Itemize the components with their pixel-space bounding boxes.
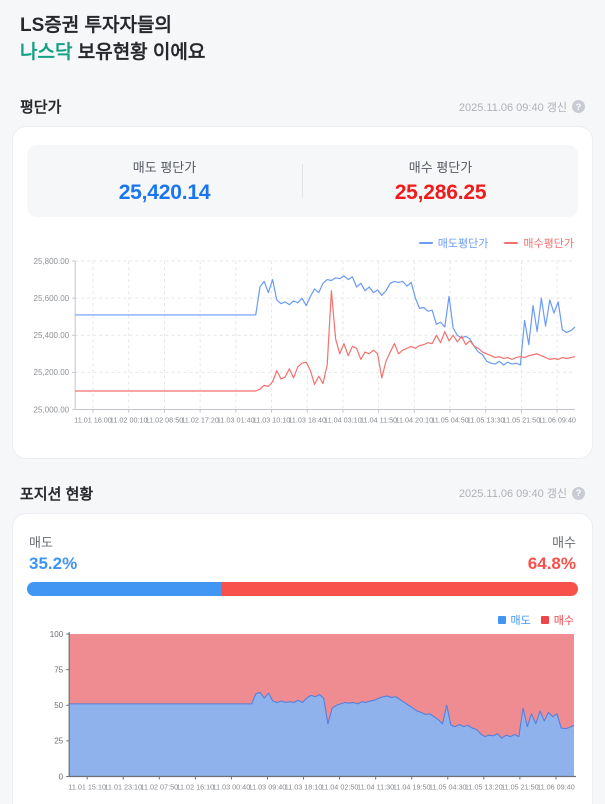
- position-updated-text: 2025.11.06 09:40 갱신: [458, 488, 567, 501]
- help-icon[interactable]: ?: [572, 486, 585, 500]
- svg-text:11.03 01:40: 11.03 01:40: [217, 416, 255, 425]
- buy-pct-block: 매수 64.8%: [528, 532, 576, 574]
- svg-text:11.02 16:10: 11.02 16:10: [177, 782, 215, 791]
- svg-text:50: 50: [54, 701, 63, 710]
- position-chart-legend: 매도 매수: [27, 612, 578, 628]
- title-nasdaq-highlight: 나스닥: [20, 42, 73, 63]
- svg-text:25,000.00: 25,000.00: [33, 405, 69, 414]
- svg-text:25,200.00: 25,200.00: [33, 368, 69, 377]
- position-bar-buy: [220, 581, 578, 596]
- svg-text:11.04 20:10: 11.04 20:10: [396, 416, 434, 425]
- svg-text:11.03 18:10: 11.03 18:10: [285, 782, 323, 791]
- legend-item: 매수: [540, 612, 574, 628]
- legend-swatch-icon: [418, 242, 433, 244]
- sell-avg-value: 25,420.14: [118, 181, 211, 204]
- avg-section-title: 평단가: [20, 99, 62, 116]
- legend-label: 매도평단가: [437, 238, 489, 250]
- title-line2: 나스닥 보유현황 이에요: [20, 39, 585, 66]
- page-title: LS증권 투자자들의 나스닥 보유현황 이에요: [12, 10, 593, 66]
- svg-text:11.05 21:50: 11.05 21:50: [503, 416, 541, 425]
- svg-text:11.03 09:40: 11.03 09:40: [249, 782, 287, 791]
- svg-text:11.01 23:10: 11.01 23:10: [104, 782, 142, 791]
- svg-text:11.06 09:40: 11.06 09:40: [537, 782, 575, 791]
- svg-text:11.02 08:50: 11.02 08:50: [146, 416, 184, 425]
- avg-updated-text: 2025.11.06 09:40 갱신: [458, 101, 567, 114]
- series-매도평단가: [75, 275, 576, 366]
- avg-section-header: 평단가 2025.11.06 09:40 갱신 ?: [12, 96, 593, 126]
- avg-price-summary: 매도 평단가 25,420.14 매수 평단가 25,286.25: [27, 145, 578, 217]
- legend-label: 매수: [553, 614, 574, 627]
- legend-label: 매도: [510, 614, 531, 627]
- svg-text:11.02 00:10: 11.02 00:10: [110, 416, 148, 425]
- sell-avg-block: 매도 평단가 25,420.14: [27, 157, 302, 205]
- svg-text:11.05 04:30: 11.05 04:30: [429, 782, 467, 791]
- svg-text:11.03 10:10: 11.03 10:10: [253, 416, 291, 425]
- title-line2-rest: 보유현황 이에요: [72, 42, 206, 63]
- svg-text:11.02 07:50: 11.02 07:50: [141, 782, 179, 791]
- svg-text:100: 100: [50, 630, 64, 639]
- position-ratio-row: 매도 35.2% 매수 64.8%: [27, 532, 578, 574]
- position-updated: 2025.11.06 09:40 갱신 ?: [459, 485, 585, 501]
- svg-text:11.05 13:30: 11.05 13:30: [467, 416, 505, 425]
- sell-avg-label: 매도 평단가: [132, 160, 197, 175]
- buy-avg-label: 매수 평단가: [408, 160, 473, 175]
- svg-text:11.03 00:40: 11.03 00:40: [213, 782, 251, 791]
- avg-price-chart: 25,800.00 25,600.00 25,400.00 25,200.00 25,0…: [27, 253, 578, 446]
- sell-pct-block: 매도 35.2%: [29, 532, 77, 574]
- position-ratio-bar: [27, 581, 578, 596]
- buy-avg-value: 25,286.25: [394, 181, 487, 204]
- buy-pct-value: 64.8%: [527, 553, 576, 573]
- svg-text:11.04 11:30: 11.04 11:30: [357, 782, 394, 791]
- legend-swatch-icon: [540, 615, 549, 624]
- sell-pct-value: 35.2%: [29, 553, 78, 573]
- legend-item: 매도평단가: [418, 235, 489, 251]
- position-section-title: 포지션 현황: [20, 485, 94, 503]
- svg-text:25,800.00: 25,800.00: [33, 257, 69, 266]
- svg-text:0: 0: [59, 772, 64, 781]
- legend-item: 매도: [497, 612, 531, 628]
- svg-text:25,400.00: 25,400.00: [33, 331, 69, 340]
- svg-text:11.05 13:20: 11.05 13:20: [465, 782, 503, 791]
- svg-text:11.05 04:50: 11.05 04:50: [431, 416, 469, 425]
- svg-text:11.06 09:40: 11.06 09:40: [538, 416, 576, 425]
- position-section-header: 포지션 현황 2025.11.06 09:40 갱신 ?: [12, 483, 593, 513]
- svg-text:11.05 21:50: 11.05 21:50: [501, 782, 539, 791]
- line-chart-svg: 25,800.00 25,600.00 25,400.00 25,200.00 25,0…: [33, 257, 576, 425]
- svg-text:11.03 18:40: 11.03 18:40: [288, 416, 326, 425]
- position-bar-sell: [27, 581, 221, 596]
- avg-price-card: 매도 평단가 25,420.14 매수 평단가 25,286.25 매도평단가 매…: [12, 126, 593, 459]
- svg-text:11.01 16:00: 11.01 16:00: [74, 416, 112, 425]
- buy-pct-label: 매수: [552, 534, 576, 550]
- svg-text:11.01 15:10: 11.01 15:10: [68, 782, 106, 791]
- help-icon[interactable]: ?: [572, 100, 585, 113]
- svg-text:25: 25: [54, 736, 63, 745]
- svg-text:11.04 02:50: 11.04 02:50: [321, 782, 359, 791]
- title-line1: LS증권 투자자들의: [20, 15, 172, 36]
- sell-pct-label: 매도: [29, 534, 53, 550]
- position-card: 매도 35.2% 매수 64.8% 매도 매수 100 75 50 25 0 11.01 1…: [12, 512, 593, 804]
- legend-label: 매수평단가: [523, 238, 574, 250]
- svg-text:11.04 19:50: 11.04 19:50: [393, 782, 431, 791]
- summary-divider: [302, 164, 303, 198]
- position-area-chart: 100 75 50 25 0 11.01 15:10 11.01 23:10 11.02 07…: [27, 628, 578, 804]
- legend-item: 매수평단가: [504, 235, 574, 251]
- legend-swatch-icon: [504, 242, 519, 244]
- avg-chart-legend: 매도평단가 매수평단가: [27, 235, 578, 251]
- svg-text:25,600.00: 25,600.00: [33, 294, 69, 303]
- legend-swatch-icon: [497, 615, 506, 624]
- series-매수평단가: [75, 290, 576, 392]
- svg-text:75: 75: [54, 665, 63, 674]
- avg-updated: 2025.11.06 09:40 갱신 ?: [459, 99, 585, 115]
- svg-text:11.04 11:50: 11.04 11:50: [360, 416, 397, 425]
- buy-avg-block: 매수 평단가 25,286.25: [303, 157, 578, 205]
- svg-text:11.02 17:20: 11.02 17:20: [181, 416, 219, 425]
- series-매도: [69, 692, 574, 777]
- svg-text:11.04 03:10: 11.04 03:10: [324, 416, 362, 425]
